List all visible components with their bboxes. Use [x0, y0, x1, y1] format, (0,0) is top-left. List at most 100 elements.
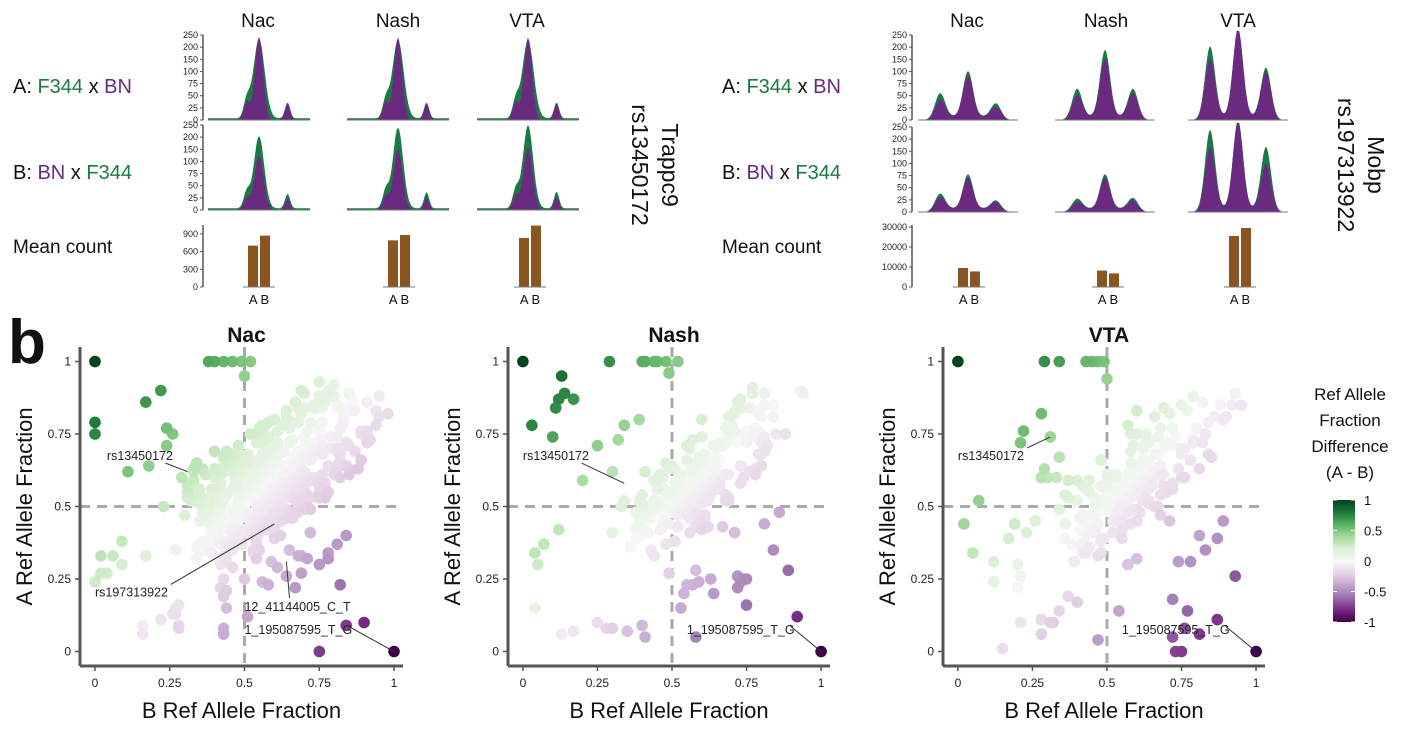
data-point — [767, 544, 780, 556]
coverage-tick-label: 150 — [183, 54, 198, 64]
data-point — [1116, 532, 1128, 545]
data-point — [155, 613, 167, 626]
data-point — [1062, 590, 1074, 603]
snp-annotation-leader — [165, 462, 188, 473]
bar-tick-label: 10000 — [882, 262, 907, 272]
data-point — [1035, 628, 1048, 640]
data-point — [1193, 463, 1206, 475]
data-point — [690, 631, 702, 643]
data-point — [779, 428, 792, 440]
data-point — [684, 526, 696, 539]
data-point — [1163, 515, 1176, 527]
data-point — [244, 355, 257, 368]
data-point — [624, 541, 636, 553]
data-point — [1250, 645, 1262, 658]
snp-id-label: rs13450172 — [627, 104, 653, 226]
coverage-tick-label: 200 — [892, 134, 907, 144]
data-point — [672, 509, 684, 521]
data-point — [226, 561, 239, 574]
data-point — [1211, 532, 1224, 545]
data-point — [591, 616, 604, 629]
row-label-b: B: BN x F344 — [13, 162, 132, 184]
mean-count-bar-a — [519, 237, 529, 287]
panel-b-label: b — [8, 308, 46, 377]
data-point — [331, 431, 344, 443]
data-point — [755, 460, 768, 472]
data-point — [1014, 616, 1027, 629]
data-point — [722, 494, 735, 507]
x-tick-label: 0.5 — [1099, 676, 1116, 690]
data-point — [205, 483, 218, 495]
data-point — [743, 402, 756, 414]
data-point — [612, 434, 625, 446]
data-point — [678, 587, 690, 600]
data-point — [663, 518, 675, 530]
coverage-tick-label: 50 — [897, 91, 907, 101]
legend-colorbar: 1 0.5 0 -0.5 -1 — [1333, 493, 1386, 630]
mean-count-bar-a — [248, 245, 258, 287]
data-point — [1178, 471, 1191, 484]
data-point — [289, 396, 302, 408]
data-point — [220, 445, 233, 458]
data-point — [334, 422, 347, 435]
data-point — [343, 387, 356, 400]
data-point — [235, 355, 248, 368]
y-tick-label: 1 — [492, 355, 499, 369]
data-point — [690, 564, 702, 577]
data-point — [1184, 454, 1197, 466]
data-point — [1029, 515, 1042, 527]
data-point — [603, 355, 616, 368]
data-point — [196, 506, 209, 519]
data-point — [791, 610, 803, 623]
data-point — [140, 396, 152, 408]
data-point — [1035, 407, 1048, 420]
data-point — [304, 492, 317, 504]
data-point — [262, 579, 275, 591]
data-point — [1145, 480, 1158, 493]
y-tick-label: 0.5 — [482, 500, 499, 514]
data-point — [235, 538, 248, 550]
data-point — [591, 439, 604, 452]
data-point — [1047, 616, 1060, 629]
legend-gradient — [1333, 500, 1355, 622]
data-point — [304, 416, 317, 429]
data-point — [1160, 436, 1173, 449]
bar-tick-label: 20000 — [882, 242, 907, 252]
data-point — [313, 376, 326, 388]
data-point — [1166, 422, 1179, 435]
data-point — [722, 468, 735, 481]
data-point — [576, 474, 589, 487]
data-point — [552, 393, 565, 406]
data-point — [567, 393, 580, 406]
data-point — [967, 547, 979, 559]
ab-axis-label: A B — [389, 292, 409, 307]
y-axis-title: A Ref Allele Fraction — [440, 407, 465, 605]
scatter-panel-nash: 0 0 0.25 0.25 0.5 0.5 0.75 0.75 1 1 Nash B Ref Alle… — [440, 324, 830, 723]
data-point — [636, 355, 648, 368]
data-point — [1113, 605, 1125, 617]
data-point — [1038, 355, 1051, 368]
coverage-tick-label: 25 — [188, 193, 198, 203]
data-point — [675, 602, 687, 614]
data-point — [340, 619, 353, 632]
data-point — [304, 526, 317, 539]
data-point — [1053, 451, 1066, 464]
data-point — [719, 422, 732, 435]
data-point — [636, 489, 648, 501]
data-point — [184, 477, 197, 490]
y-tick-label: 0.75 — [476, 427, 500, 441]
coverage-track — [1055, 174, 1155, 213]
data-point — [1077, 509, 1089, 521]
data-point — [660, 538, 672, 550]
data-point — [1217, 515, 1230, 527]
data-point — [958, 518, 970, 530]
snp-annotation-label: 1_195087595_T_G — [244, 623, 352, 637]
data-point — [767, 410, 780, 423]
data-point — [172, 622, 185, 635]
data-point — [746, 381, 759, 394]
coverage-tick-label: 250 — [183, 120, 198, 130]
data-point — [702, 494, 714, 507]
data-point — [331, 399, 344, 411]
coverage-tick-label: 250 — [892, 30, 907, 40]
